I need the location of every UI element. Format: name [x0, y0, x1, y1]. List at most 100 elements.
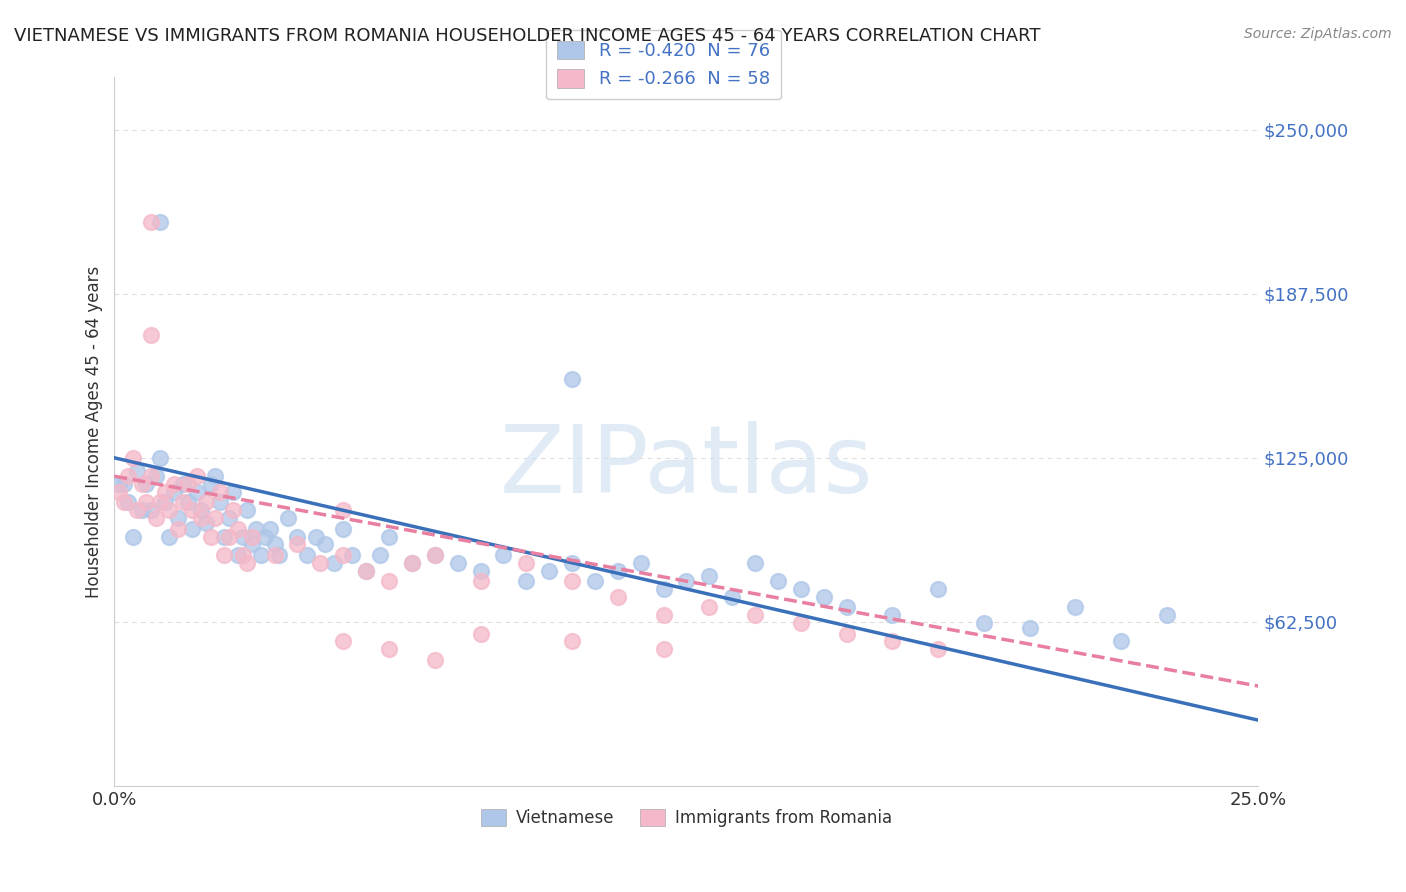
Text: Source: ZipAtlas.com: Source: ZipAtlas.com: [1244, 27, 1392, 41]
Point: [149, 495, 172, 509]
Point: [515, 574, 537, 589]
Point: [470, 626, 492, 640]
Point: [167, 511, 190, 525]
Point: [766, 574, 789, 589]
Point: [190, 503, 212, 517]
Point: [232, 530, 254, 544]
Point: [295, 548, 318, 562]
Point: [378, 530, 401, 544]
Point: [222, 485, 245, 500]
Point: [309, 556, 332, 570]
Point: [813, 590, 835, 604]
Point: [200, 477, 222, 491]
Point: [606, 564, 628, 578]
Point: [332, 522, 354, 536]
Point: [218, 530, 240, 544]
Point: [212, 548, 235, 562]
Point: [368, 548, 391, 562]
Point: [1018, 621, 1040, 635]
Point: [108, 485, 131, 500]
Point: [131, 503, 153, 517]
Point: [194, 495, 217, 509]
Point: [927, 582, 949, 596]
Point: [378, 642, 401, 657]
Point: [181, 503, 204, 517]
Point: [561, 556, 583, 570]
Point: [200, 530, 222, 544]
Point: [882, 608, 904, 623]
Point: [145, 469, 167, 483]
Point: [139, 503, 162, 517]
Point: [259, 522, 281, 536]
Point: [112, 477, 135, 491]
Point: [652, 642, 675, 657]
Point: [744, 608, 766, 623]
Point: [149, 215, 172, 229]
Point: [149, 450, 172, 465]
Point: [927, 642, 949, 657]
Point: [163, 477, 186, 491]
Text: VIETNAMESE VS IMMIGRANTS FROM ROMANIA HOUSEHOLDER INCOME AGES 45 - 64 YEARS CORR: VIETNAMESE VS IMMIGRANTS FROM ROMANIA HO…: [14, 27, 1040, 45]
Point: [423, 548, 446, 562]
Point: [323, 556, 346, 570]
Point: [245, 522, 267, 536]
Point: [135, 495, 157, 509]
Point: [401, 556, 423, 570]
Point: [108, 477, 131, 491]
Point: [204, 511, 226, 525]
Point: [139, 215, 162, 229]
Point: [630, 556, 652, 570]
Point: [305, 530, 328, 544]
Point: [172, 477, 194, 491]
Y-axis label: Householder Income Ages 45 - 64 years: Householder Income Ages 45 - 64 years: [86, 266, 103, 598]
Point: [263, 548, 285, 562]
Point: [314, 537, 336, 551]
Point: [135, 477, 157, 491]
Point: [446, 556, 468, 570]
Point: [652, 608, 675, 623]
Point: [226, 522, 249, 536]
Point: [163, 485, 186, 500]
Point: [139, 469, 162, 483]
Point: [835, 600, 858, 615]
Point: [208, 485, 231, 500]
Point: [127, 503, 149, 517]
Point: [721, 590, 744, 604]
Point: [423, 653, 446, 667]
Point: [121, 530, 143, 544]
Point: [697, 569, 720, 583]
Point: [254, 530, 277, 544]
Point: [222, 503, 245, 517]
Point: [790, 582, 813, 596]
Point: [212, 530, 235, 544]
Point: [332, 548, 354, 562]
Point: [208, 495, 231, 509]
Point: [378, 574, 401, 589]
Point: [470, 564, 492, 578]
Point: [675, 574, 697, 589]
Point: [250, 548, 273, 562]
Point: [121, 450, 143, 465]
Point: [835, 626, 858, 640]
Point: [145, 511, 167, 525]
Point: [332, 503, 354, 517]
Point: [652, 582, 675, 596]
Point: [157, 503, 180, 517]
Point: [744, 556, 766, 570]
Point: [263, 537, 285, 551]
Point: [287, 537, 309, 551]
Point: [354, 564, 377, 578]
Point: [153, 495, 176, 509]
Point: [354, 564, 377, 578]
Text: ZIPatlas: ZIPatlas: [499, 421, 873, 513]
Point: [167, 522, 190, 536]
Point: [332, 634, 354, 648]
Point: [112, 495, 135, 509]
Point: [172, 495, 194, 509]
Point: [515, 556, 537, 570]
Point: [236, 503, 259, 517]
Point: [606, 590, 628, 604]
Point: [470, 574, 492, 589]
Point: [194, 516, 217, 531]
Point: [269, 548, 291, 562]
